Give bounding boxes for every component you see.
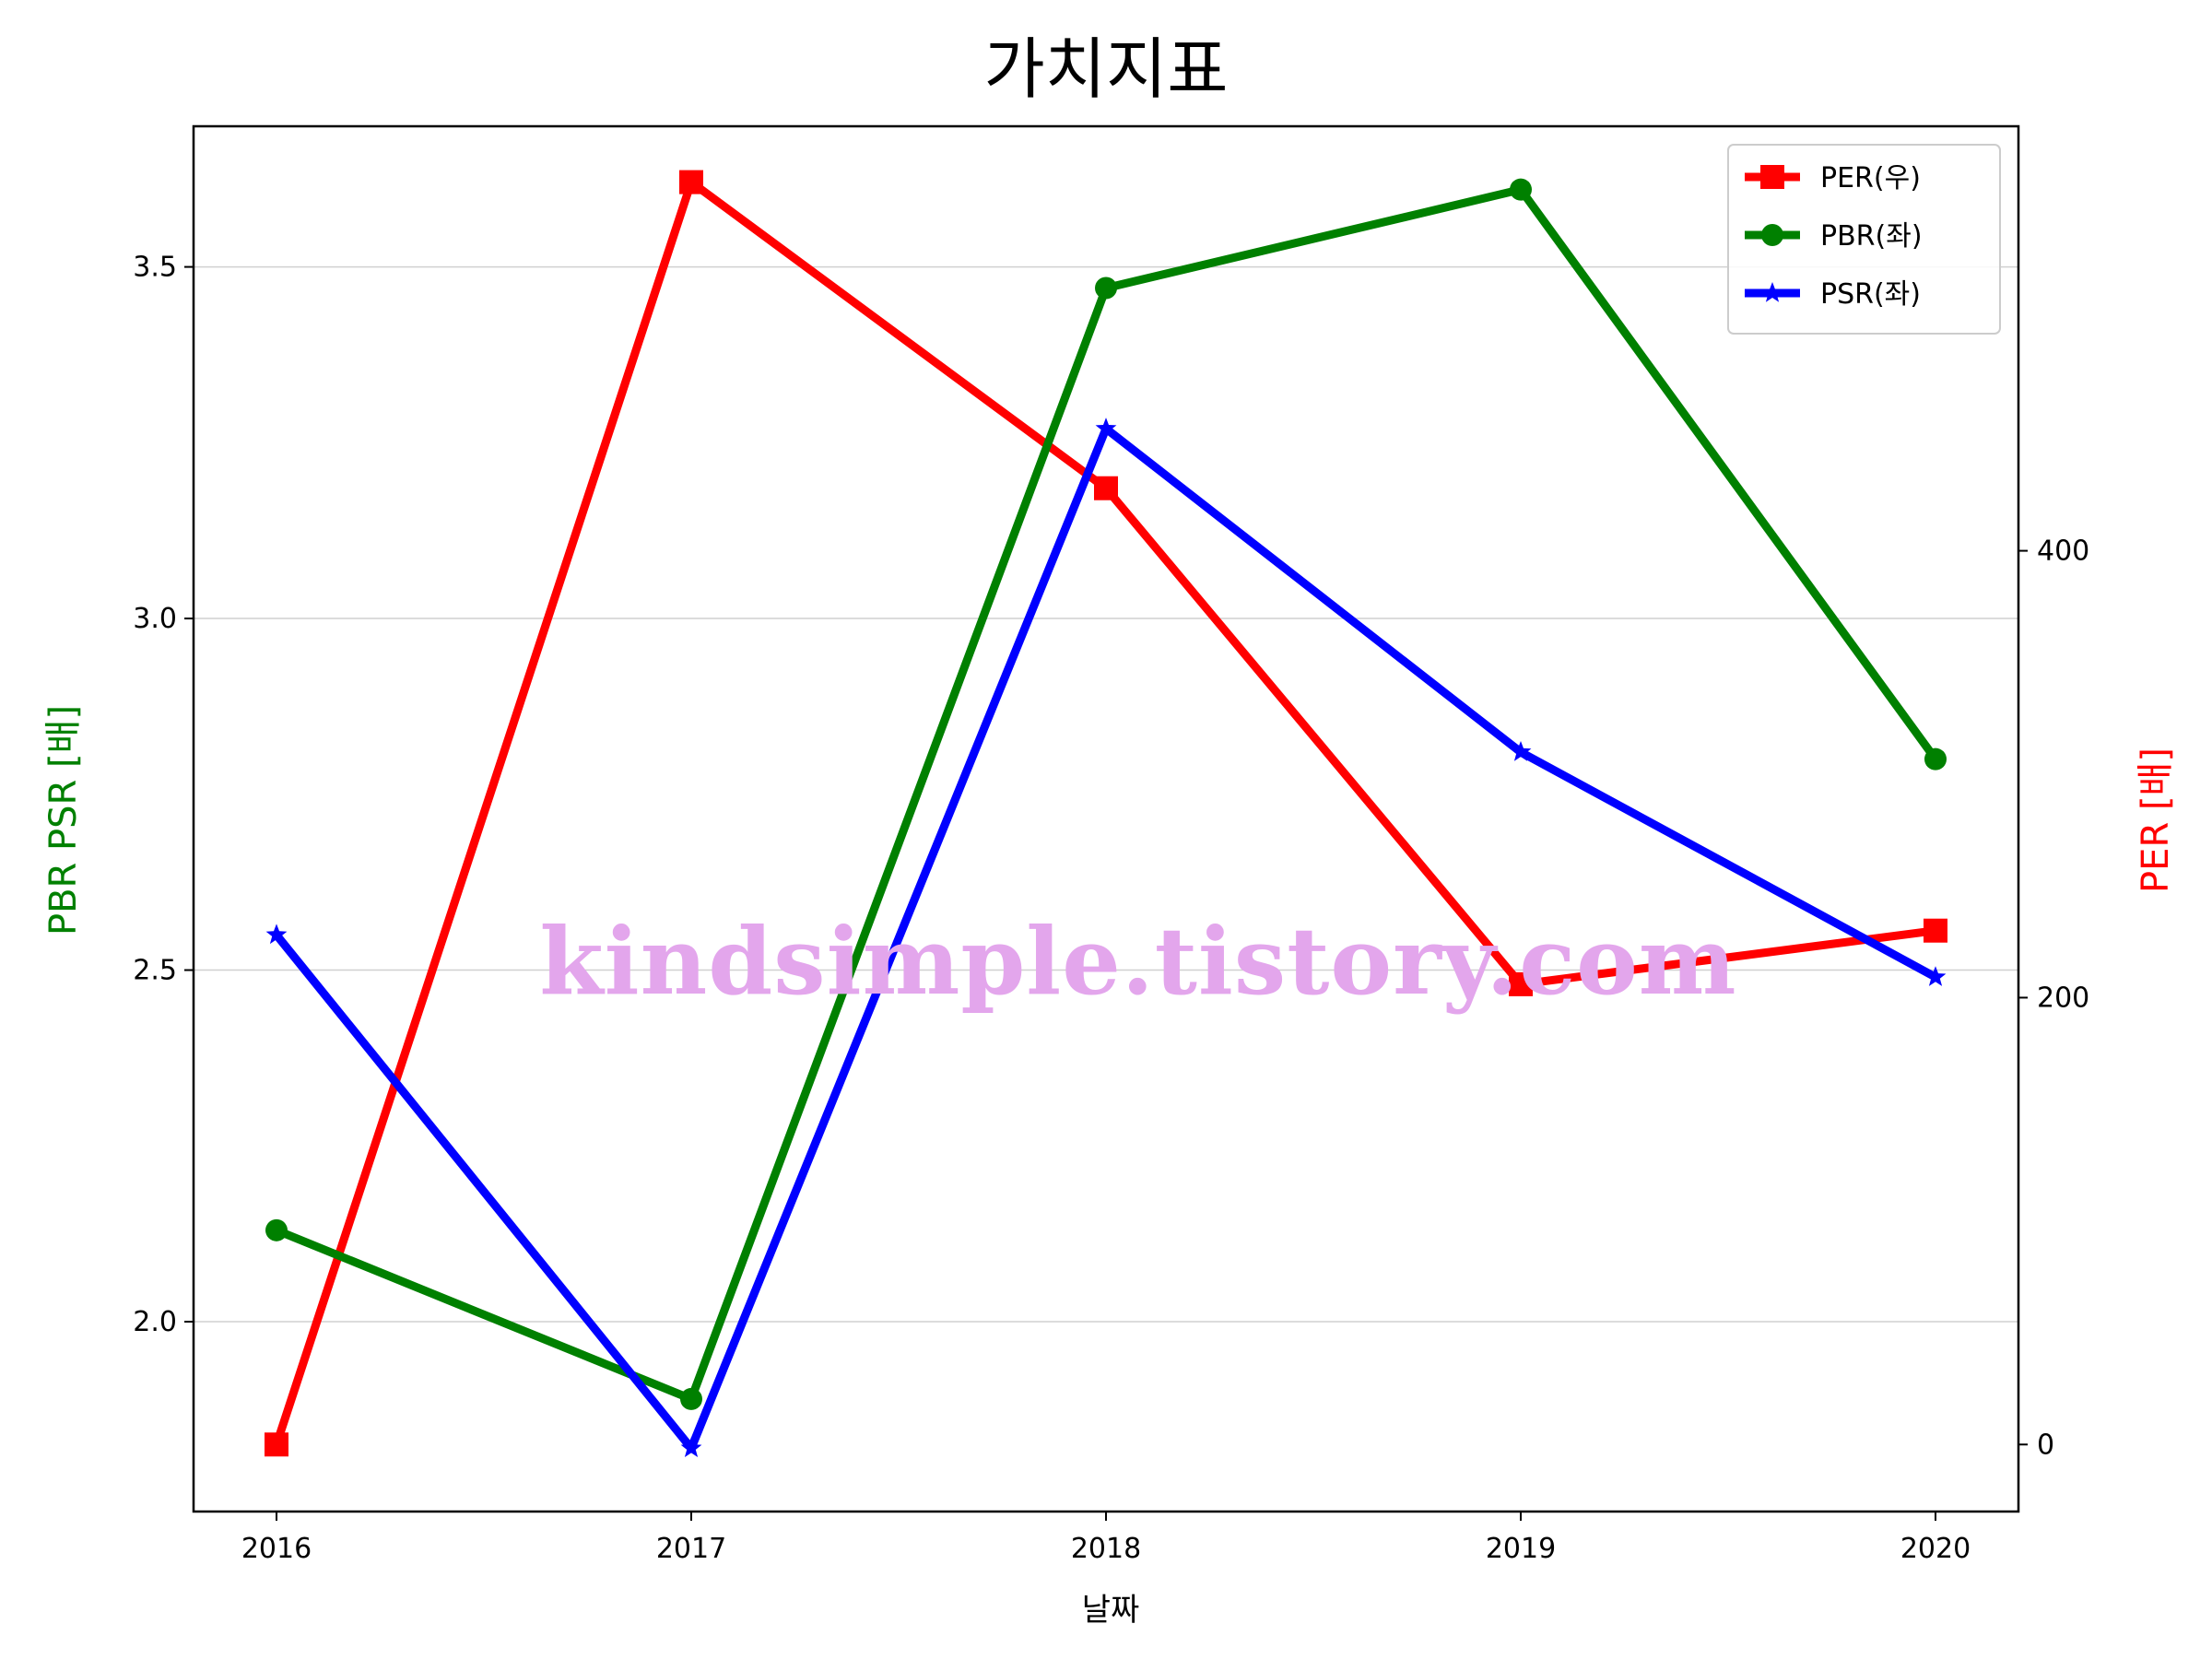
legend-marker	[1760, 165, 1784, 189]
series-line	[275, 185, 1939, 1404]
data-point	[680, 1437, 702, 1457]
data-point	[1924, 918, 1947, 943]
left-y-axis-ticks: 2.0 2.5 3.0 3.5	[133, 252, 194, 1338]
grid-lines	[194, 265, 2018, 1323]
data-point	[1509, 971, 1533, 996]
data-point	[1924, 966, 1947, 986]
legend-label: PBR(좌)	[1820, 220, 1923, 253]
left-tick-label: 3.0	[133, 603, 177, 635]
x-tick-label: 2020	[1900, 1533, 1971, 1565]
x-axis-label: 날짜	[1082, 1592, 1140, 1629]
data-point	[1924, 747, 1947, 771]
data-point	[265, 924, 288, 945]
x-tick-label: 2019	[1486, 1533, 1556, 1565]
x-tick-label: 2017	[656, 1533, 726, 1565]
left-tick-label: 3.5	[133, 252, 177, 284]
legend-label: PER(우)	[1820, 162, 1921, 194]
data-point	[1094, 476, 1118, 500]
series-line	[272, 178, 1936, 1446]
left-tick-label: 2.0	[133, 1306, 177, 1338]
legend: PER(우) PBR(좌) PSR(좌)	[1727, 144, 2001, 335]
data-point	[1510, 178, 1532, 201]
data-point	[265, 1218, 288, 1241]
legend-label: PSR(좌)	[1820, 278, 1921, 311]
legend-box	[1727, 144, 2001, 335]
right-tick-label: 400	[2037, 535, 2089, 568]
legend-marker	[1761, 282, 1783, 302]
left-y-axis-label: PBR PSR [배]	[42, 705, 85, 935]
series-markers	[265, 170, 1947, 1457]
x-tick-label: 2018	[1071, 1533, 1141, 1565]
data-point	[679, 170, 703, 194]
chart-title: 가치지표	[984, 30, 1229, 108]
right-y-axis-label: PER [배]	[2135, 747, 2177, 893]
right-y-axis-ticks: 0 200 400	[2018, 535, 2089, 1461]
series-lines	[272, 178, 1939, 1453]
data-point	[1510, 741, 1532, 761]
x-tick-label: 2016	[241, 1533, 312, 1565]
data-point	[1095, 418, 1117, 438]
data-point	[265, 1432, 288, 1457]
data-point	[1095, 276, 1117, 300]
data-point	[680, 1387, 702, 1410]
x-axis-ticks: 2016 2017 2018 2019 2020	[241, 1512, 1971, 1565]
legend-marker	[1761, 224, 1783, 246]
right-tick-label: 200	[2037, 982, 2089, 1014]
watermark-text: kindsimple.tistory.com	[539, 907, 1736, 1016]
left-tick-label: 2.5	[133, 955, 177, 987]
right-tick-label: 0	[2037, 1429, 2054, 1461]
